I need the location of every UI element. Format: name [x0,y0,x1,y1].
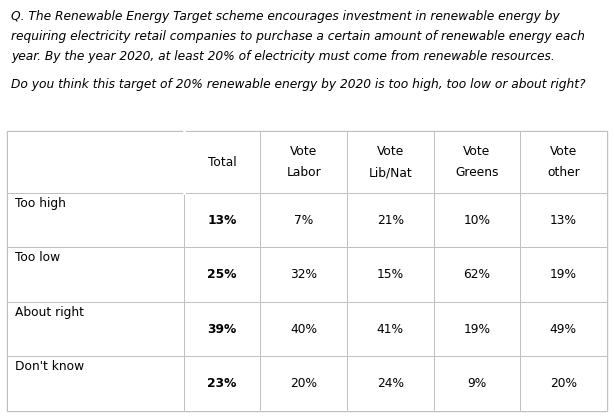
Text: 7%: 7% [294,214,313,226]
Text: Vote: Vote [550,145,577,158]
Bar [7,247,184,302]
Bar [260,247,347,302]
Bar [433,302,520,356]
Text: Q. The Renewable Energy Target scheme encourages investment in renewable energy : Q. The Renewable Energy Target scheme en… [11,10,560,23]
Bar [184,193,260,247]
Text: 13%: 13% [208,214,237,226]
Text: 20%: 20% [550,377,577,390]
Text: 10%: 10% [464,214,491,226]
Bar [7,356,184,411]
Text: 19%: 19% [464,322,491,336]
Bar [520,131,607,193]
Text: Vote: Vote [290,145,317,158]
Text: 13%: 13% [550,214,577,226]
Bar [433,193,520,247]
Bar [260,302,347,356]
Text: 40%: 40% [290,322,317,336]
Text: 41%: 41% [377,322,404,336]
Bar [520,193,607,247]
Bar [347,302,433,356]
Bar [433,247,520,302]
Bar [260,356,347,411]
Text: 24%: 24% [377,377,404,390]
Text: year. By the year 2020, at least 20% of electricity must come from renewable res: year. By the year 2020, at least 20% of … [11,50,555,63]
Bar [184,302,260,356]
Bar [520,247,607,302]
Text: 15%: 15% [376,268,404,281]
Text: 19%: 19% [550,268,577,281]
Text: Greens: Greens [455,166,499,179]
Text: 9%: 9% [467,377,486,390]
Text: Vote: Vote [376,145,404,158]
Text: About right: About right [15,306,84,319]
Text: requiring electricity retail companies to purchase a certain amount of renewable: requiring electricity retail companies t… [11,30,585,43]
Text: 20%: 20% [290,377,317,390]
Text: Don't know: Don't know [15,360,84,374]
Text: 62%: 62% [464,268,491,281]
Bar [520,356,607,411]
Text: 25%: 25% [208,268,237,281]
Text: 39%: 39% [208,322,237,336]
Text: Labor: Labor [286,166,321,179]
Text: 21%: 21% [377,214,404,226]
Bar [520,302,607,356]
Text: 49%: 49% [550,322,577,336]
Bar [347,356,433,411]
Text: other: other [547,166,580,179]
Text: Total: Total [208,156,236,168]
Bar [347,247,433,302]
Text: Lib/Nat: Lib/Nat [368,166,412,179]
Bar [184,131,260,193]
Bar [433,356,520,411]
Text: Vote: Vote [463,145,491,158]
Text: Do you think this target of 20% renewable energy by 2020 is too high, too low or: Do you think this target of 20% renewabl… [11,78,586,91]
Bar [260,193,347,247]
Text: Too low: Too low [15,251,60,264]
Bar [7,193,184,247]
Bar [184,356,260,411]
Bar [260,131,347,193]
Bar [433,131,520,193]
Bar [7,131,184,193]
Bar [7,302,184,356]
Text: Too high: Too high [15,197,66,210]
Text: 23%: 23% [208,377,237,390]
Bar [7,131,607,411]
Bar [184,247,260,302]
Bar [347,131,433,193]
Bar [347,193,433,247]
Text: 32%: 32% [290,268,317,281]
